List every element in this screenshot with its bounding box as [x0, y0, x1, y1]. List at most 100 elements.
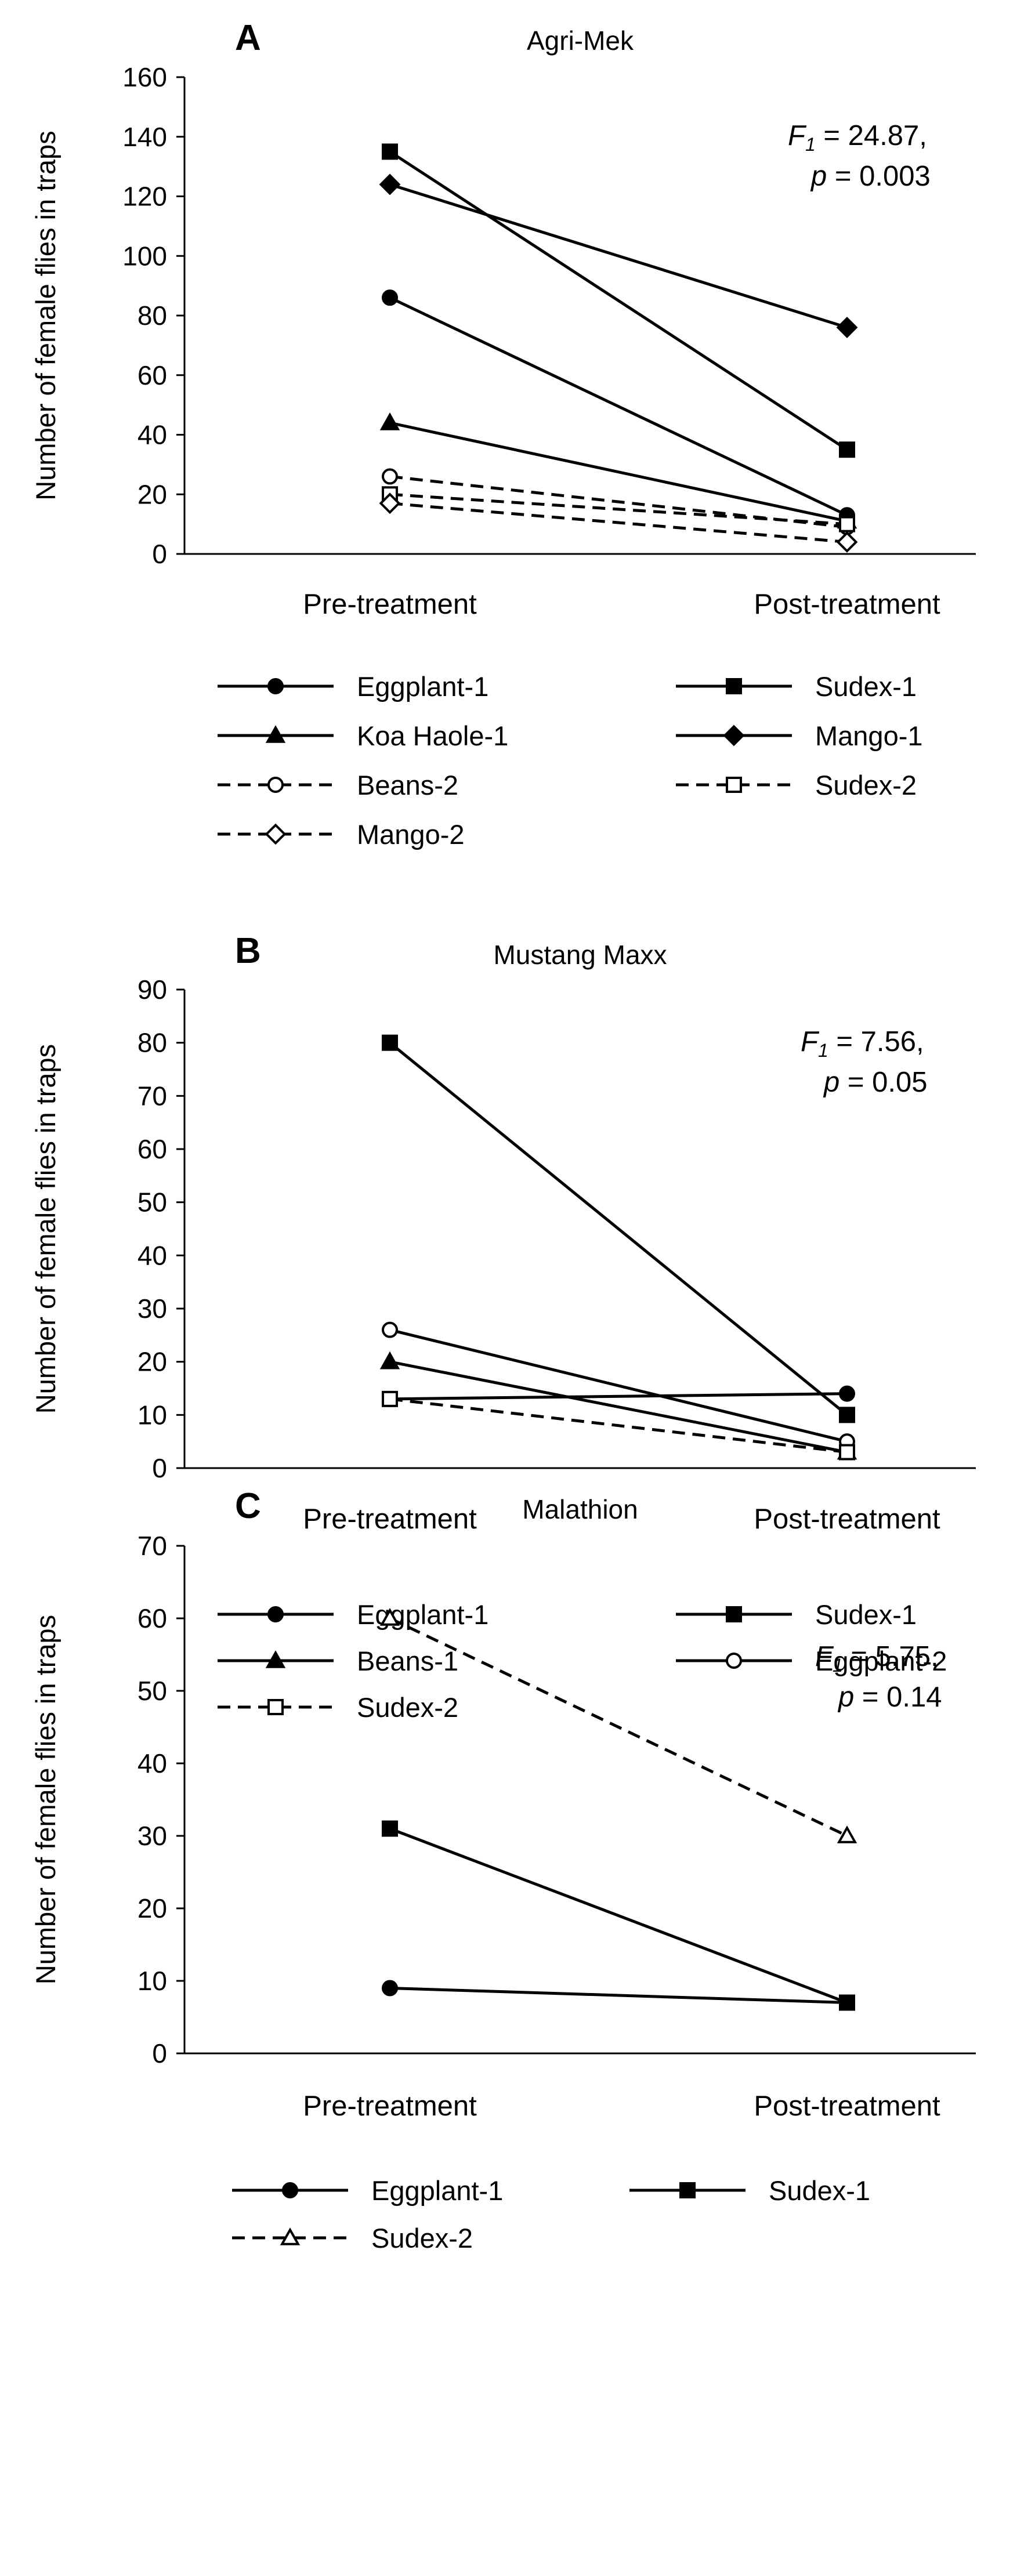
series-group	[379, 143, 858, 553]
legend-marker	[726, 1606, 742, 1622]
stat-f-subscript: 1	[805, 134, 816, 155]
legend-marker	[280, 2227, 301, 2245]
legend-item: Sudex-1	[629, 2175, 870, 2206]
legend-label: Sudex-1	[769, 2175, 870, 2206]
legend-item: Sudex-2	[232, 2223, 473, 2253]
y-tick-label: 40	[137, 420, 167, 450]
stat-f-subscript: 1	[833, 1655, 843, 1676]
stat-p-value: = 0.05	[839, 1067, 927, 1098]
chart-panel-c: C Malathion 0 10 20 30 40 50 60 70 Number of femal…	[30, 1486, 976, 2253]
stat-f-symbol: F	[801, 1026, 820, 1057]
stat-f-value: = 5.75,	[843, 1641, 939, 1672]
stat-f-symbol: F	[788, 120, 807, 151]
y-axis-label: Number of female flies in traps	[30, 1044, 61, 1414]
series-line-mango-1	[389, 183, 848, 329]
legend: Eggplant-1 Sudex-1 Koa Haole-1 Mango-1 Beans…	[218, 671, 923, 850]
series-line-sudex-1	[389, 1827, 848, 2004]
data-point-sudex-2-post	[839, 516, 855, 532]
legend: Eggplant-1 Sudex-1 Sudex-2	[232, 2175, 870, 2253]
legend-marker	[726, 777, 742, 793]
y-tick-label: 140	[122, 122, 167, 152]
legend-marker	[265, 725, 286, 743]
series-line-sudex-1	[389, 150, 848, 451]
legend-item: Koa Haole-1	[218, 720, 508, 751]
data-point-beans-2-pre	[382, 468, 398, 485]
series-line-eggplant-1	[389, 1392, 848, 1401]
data-point-eggplant-2-pre	[382, 1321, 398, 1338]
x-tick-label: Pre-treatment	[303, 1503, 477, 1535]
y-tick-label: 160	[122, 62, 167, 92]
legend-label: Eggplant-2	[815, 1646, 947, 1676]
data-point-sudex-2-post	[839, 1444, 855, 1461]
legend-item: Sudex-2	[676, 770, 917, 800]
y-tick-label: 20	[137, 1893, 167, 1923]
y-tick-label: 20	[137, 479, 167, 509]
data-point-sudex-1-pre	[382, 1820, 398, 1837]
data-point-mango-1-post	[836, 317, 858, 338]
y-tick-label: 30	[137, 1821, 167, 1851]
series-line-beans-1	[389, 1360, 848, 1454]
y-tick-label: 30	[137, 1294, 167, 1324]
y-tick-label: 20	[137, 1347, 167, 1377]
x-tick-label: Pre-treatment	[303, 589, 477, 620]
x-tick-label: Post-treatment	[754, 2090, 940, 2122]
y-tick-label: 10	[137, 1400, 167, 1430]
stat-p-symbol: p	[810, 161, 827, 192]
legend-marker	[265, 823, 287, 845]
stat-p-value: = 0.003	[827, 161, 930, 192]
legend-item: Eggplant-1	[218, 671, 488, 702]
y-tick-label: 0	[152, 1453, 167, 1483]
y-tick-label: 90	[137, 974, 167, 1005]
legend-label: Eggplant-1	[357, 671, 488, 702]
x-tick-label: Post-treatment	[754, 589, 940, 620]
chart-title: Agri-Mek	[527, 26, 634, 56]
stat-f-annotation: F1 = 24.87,	[788, 120, 927, 155]
data-point-mango-2-pre	[379, 492, 401, 515]
panel-letter: B	[235, 931, 261, 971]
legend-marker	[265, 1650, 286, 1668]
chart-title: Mustang Maxx	[493, 940, 667, 970]
data-point-sudex-1-post	[839, 1994, 855, 2011]
y-tick-label: 60	[137, 1134, 167, 1164]
y-tick-label: 120	[122, 182, 167, 212]
stat-p-annotation: p = 0.05	[823, 1067, 927, 1098]
panel-letter: A	[235, 18, 261, 58]
legend-marker	[267, 777, 284, 793]
series-line-sudex-2	[389, 492, 848, 526]
legend-item: Beans-2	[218, 770, 458, 800]
stat-f-value: = 24.87,	[816, 120, 927, 151]
y-tick-label: 10	[137, 1966, 167, 1996]
chart-panel-a: A Agri-Mek 0 20 40 60 80 100 120 140 160 Number of …	[30, 18, 976, 850]
legend-label: Mango-2	[357, 819, 465, 850]
data-point-sudex-1-pre	[382, 1034, 398, 1051]
legend-marker	[679, 2182, 696, 2198]
series-group	[379, 1034, 857, 1461]
legend-marker	[726, 678, 742, 694]
legend-label: Sudex-2	[357, 1692, 458, 1723]
data-point-eggplant-1-pre	[382, 1980, 398, 1997]
legend: Eggplant-1 Sudex-1 Beans-1 Eggplant-2 Sudex-…	[218, 1599, 947, 1723]
series-group	[379, 1608, 857, 2011]
data-point-koa-haole-1-pre	[379, 412, 400, 430]
data-point-sudex-2-pre	[382, 1390, 398, 1407]
y-tick-label: 60	[137, 1603, 167, 1633]
legend-item: Mango-2	[218, 819, 465, 850]
legend-label: Beans-2	[357, 770, 458, 800]
x-tick-label: Pre-treatment	[303, 2090, 477, 2122]
series-line-koa-haole-1	[389, 421, 848, 523]
stat-p-symbol: p	[823, 1067, 839, 1098]
series-line-beans-2	[389, 474, 848, 529]
y-tick-label: 40	[137, 1240, 167, 1270]
stat-p-symbol: p	[837, 1682, 854, 1713]
legend-label: Sudex-2	[815, 770, 917, 800]
legend-label: Mango-1	[815, 720, 923, 751]
legend-item: Eggplant-2	[676, 1646, 947, 1676]
series-line-mango-2	[389, 502, 848, 544]
stat-f-annotation: F1 = 7.56,	[801, 1026, 924, 1061]
legend-item: Beans-1	[218, 1646, 458, 1676]
data-point-sudex-1-pre	[382, 143, 398, 160]
stat-f-annotation: F1 = 5.75,	[815, 1641, 939, 1676]
series-line-eggplant-2	[389, 1328, 848, 1443]
legend-marker	[282, 2182, 298, 2198]
y-tick-label: 80	[137, 300, 167, 331]
